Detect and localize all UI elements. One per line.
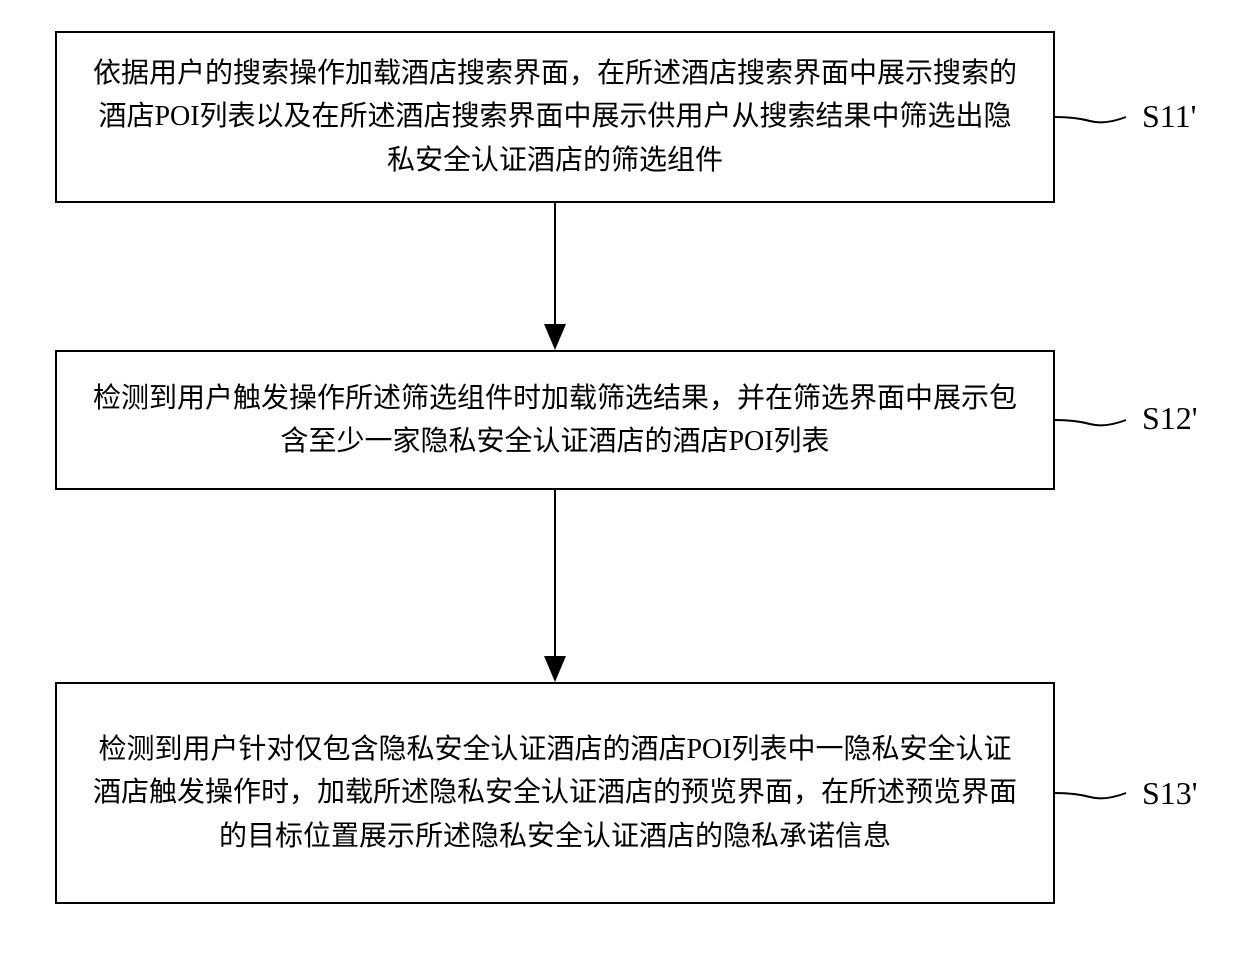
label-connector-s11 <box>1055 107 1130 127</box>
flow-step-s11: 依据用户的搜索操作加载酒店搜索界面，在所述酒店搜索界面中展示搜索的酒店POI列表… <box>55 31 1055 203</box>
step-label-text: S12' <box>1142 400 1198 436</box>
flow-step-s13: 检测到用户针对仅包含隐私安全认证酒店的酒店POI列表中一隐私安全认证酒店触发操作… <box>55 682 1055 904</box>
flow-step-s12: 检测到用户触发操作所述筛选组件时加载筛选结果，并在筛选界面中展示包含至少一家隐私… <box>55 350 1055 490</box>
flow-arrow-1 <box>0 203 1240 350</box>
label-connector-s12 <box>1055 410 1130 430</box>
flow-step-text: 检测到用户针对仅包含隐私安全认证酒店的酒店POI列表中一隐私安全认证酒店触发操作… <box>87 728 1023 858</box>
flow-step-text: 检测到用户触发操作所述筛选组件时加载筛选结果，并在筛选界面中展示包含至少一家隐私… <box>87 377 1023 464</box>
flow-arrow-2 <box>0 490 1240 682</box>
flowchart-canvas: 依据用户的搜索操作加载酒店搜索界面，在所述酒店搜索界面中展示搜索的酒店POI列表… <box>0 0 1240 954</box>
step-label-s13: S13' <box>1142 775 1198 812</box>
step-label-s12: S12' <box>1142 400 1198 437</box>
label-connector-s13 <box>1055 783 1130 803</box>
step-label-text: S11' <box>1142 98 1196 134</box>
flow-step-text: 依据用户的搜索操作加载酒店搜索界面，在所述酒店搜索界面中展示搜索的酒店POI列表… <box>87 52 1023 182</box>
step-label-s11: S11' <box>1142 98 1196 135</box>
step-label-text: S13' <box>1142 775 1198 811</box>
